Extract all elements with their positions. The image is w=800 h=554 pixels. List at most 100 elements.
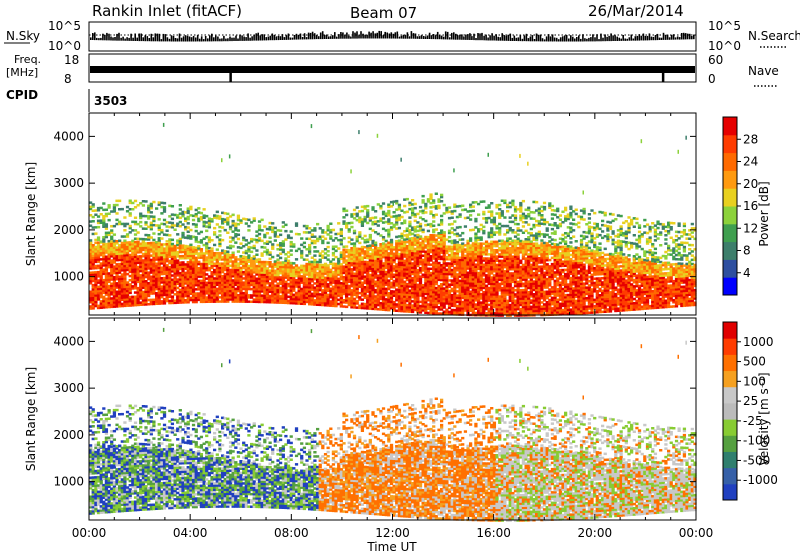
echo-cell	[418, 222, 423, 226]
echo-cell	[110, 242, 114, 245]
noise-sample	[634, 36, 637, 41]
echo-cell	[157, 226, 161, 229]
noise-sample	[442, 36, 445, 40]
echo-cell	[144, 250, 148, 254]
echo-cell	[191, 292, 196, 295]
echo-cell	[141, 294, 146, 298]
echo-cell	[131, 262, 135, 265]
cpid-value: 3503	[94, 94, 127, 108]
echo-cell	[207, 240, 212, 244]
echo-cell	[102, 257, 106, 261]
echo-cell	[94, 302, 98, 306]
echo-cell	[197, 283, 201, 287]
echo-cell	[133, 255, 138, 258]
echo-cell	[205, 287, 209, 291]
echo-cell	[160, 295, 164, 299]
echo-cell	[197, 288, 201, 291]
echo-cell	[234, 262, 238, 265]
echo-cell	[265, 263, 270, 266]
echo-cell	[155, 207, 159, 210]
echo-cell	[123, 239, 127, 242]
noise-sample	[444, 31, 447, 40]
echo-cell	[136, 267, 140, 271]
echo-cell	[223, 266, 227, 270]
echo-cell	[162, 247, 167, 250]
echo-cell	[252, 287, 256, 291]
noise-sample	[656, 33, 659, 41]
nave-tick-bottom: 0	[708, 72, 716, 86]
echo-cell	[181, 284, 185, 287]
echo-cell	[165, 221, 169, 224]
echo-cell	[168, 280, 172, 284]
echo-cell	[226, 287, 230, 291]
noise-sample	[130, 33, 132, 41]
echo-cell	[271, 296, 275, 300]
echo-cell	[228, 215, 233, 218]
echo-cell	[99, 302, 103, 305]
echo-cell	[228, 277, 233, 280]
echo-cell	[160, 289, 164, 293]
echo-cell	[194, 281, 198, 285]
echo-cell	[162, 268, 167, 271]
echo-cell	[323, 237, 328, 240]
noise-sample	[370, 32, 372, 39]
noise-sample	[392, 33, 395, 39]
echo-cell	[118, 244, 122, 247]
echo-cell	[176, 250, 180, 254]
echo-cell	[273, 284, 277, 287]
echo-cell	[255, 238, 259, 242]
echo-cell	[128, 226, 132, 230]
echo-cell	[141, 299, 146, 302]
echo-cell	[297, 247, 301, 251]
echo-cell	[197, 252, 201, 255]
echo-cell	[102, 238, 106, 241]
echo-cell	[255, 281, 259, 285]
echo-cell	[194, 271, 198, 274]
echo-cell	[199, 271, 204, 274]
echo-cell	[213, 287, 217, 291]
noise-sample	[547, 34, 550, 42]
echo-cell	[147, 244, 151, 247]
echo-cell	[250, 287, 254, 291]
echo-cell	[155, 281, 159, 284]
echo-cell	[136, 280, 140, 284]
noise-sample	[118, 32, 120, 41]
echo-cell	[115, 275, 119, 279]
echo-cell	[112, 206, 117, 209]
echo-cell	[170, 223, 175, 227]
echo-cell	[191, 277, 196, 281]
echo-cell	[215, 260, 219, 263]
echo-cell	[437, 204, 441, 208]
echo-cell	[231, 298, 235, 301]
echo-cell	[160, 300, 164, 303]
echo-cell	[265, 288, 270, 291]
echo-cell	[273, 235, 277, 238]
echo-cell	[110, 210, 114, 213]
echo-cell	[207, 225, 212, 229]
echo-cell	[418, 235, 423, 238]
echo-cell	[168, 285, 172, 288]
echo-cell	[178, 292, 182, 296]
echo-cell	[152, 250, 156, 253]
echo-cell	[184, 265, 188, 268]
echo-cell	[199, 283, 204, 287]
echo-cell	[89, 261, 93, 264]
echo-cell	[308, 227, 312, 230]
noise-sample	[102, 33, 104, 41]
echo-cell	[160, 247, 164, 250]
noise-sample	[582, 34, 584, 42]
echo-cell	[110, 293, 114, 296]
noise-sample	[110, 36, 112, 41]
echo-cell	[147, 234, 151, 237]
echo-cell	[104, 291, 109, 294]
echo-cell	[155, 302, 159, 305]
echo-cell	[112, 265, 117, 268]
echo-cell	[102, 221, 106, 224]
echo-cell	[104, 261, 109, 265]
echo-cell	[239, 285, 243, 289]
echo-cell	[184, 211, 188, 214]
noise-sample	[354, 32, 356, 39]
echo-cell	[358, 231, 362, 234]
echo-cell	[139, 288, 143, 292]
echo-cell	[221, 296, 225, 299]
